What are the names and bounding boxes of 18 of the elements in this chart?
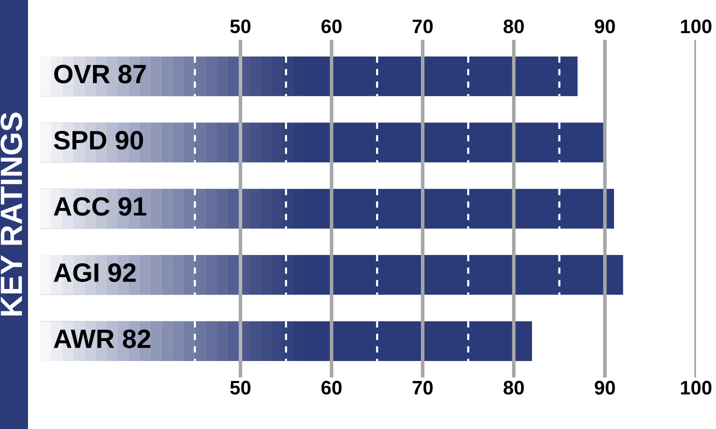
x2-tick-label: 80 xyxy=(504,380,524,395)
y-tick-label: ACC 91 xyxy=(54,197,146,216)
x-tick-label: 60 xyxy=(321,20,342,34)
x2-tick-label: 100 xyxy=(681,380,712,395)
x2-tick-label: 70 xyxy=(412,380,433,395)
x-tick-label: 80 xyxy=(504,20,524,34)
x2-tick-label: 60 xyxy=(321,380,342,395)
x-tick-label: 90 xyxy=(594,20,615,34)
y-tick-label: AWR 82 xyxy=(54,330,150,348)
x-tick-label: 50 xyxy=(230,20,250,34)
x2-tick-label: 90 xyxy=(594,380,615,395)
x2-tick-label: 50 xyxy=(230,380,250,395)
y-tick-label: SPD 90 xyxy=(54,130,143,150)
y-tick-label: AGI 92 xyxy=(54,263,136,282)
x-tick-label: 70 xyxy=(412,20,433,34)
y-tick-label: OVR 87 xyxy=(54,64,146,84)
x-tick-label: 100 xyxy=(681,20,712,34)
y-axis-title: KEY RATINGS xyxy=(0,112,22,316)
